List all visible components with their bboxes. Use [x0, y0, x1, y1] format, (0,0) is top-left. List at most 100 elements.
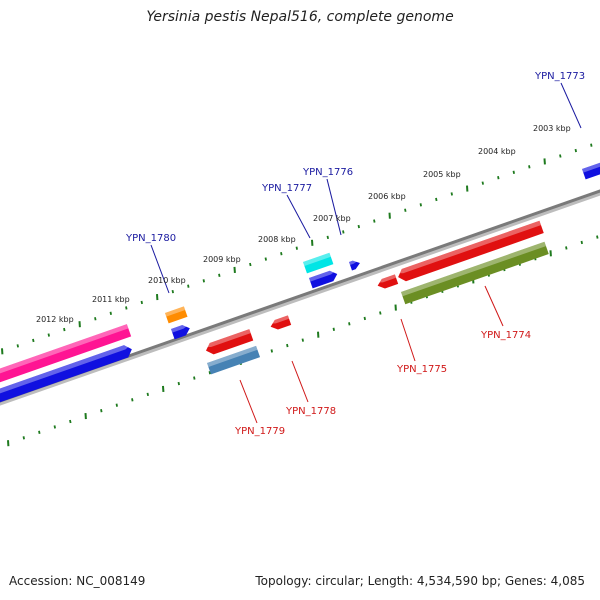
- leader-ypn-1773: [560, 82, 582, 129]
- backbone-shadow: [0, 190, 600, 406]
- leader-ypn-1777: [286, 194, 311, 239]
- minor-tick: [140, 300, 143, 305]
- minor-tick: [69, 419, 72, 424]
- label-ypn-1780: YPN_1780: [125, 233, 176, 244]
- minor-tick: [16, 344, 19, 348]
- minor-tick: [193, 376, 196, 380]
- gene-ypn-1777-body: [303, 252, 334, 274]
- feature-track: [0, 160, 600, 405]
- minor-tick: [115, 403, 118, 407]
- minor-tick: [565, 246, 568, 250]
- gene-ypn-1779-body: [207, 345, 261, 375]
- scale-label: 2012 kbp: [36, 315, 74, 324]
- minor-tick: [332, 327, 335, 331]
- leader-ypn-1774: [484, 285, 504, 327]
- feature-blue-long: [0, 345, 132, 405]
- scale-label: 2006 kbp: [368, 192, 406, 201]
- minor-tick: [270, 349, 273, 353]
- minor-tick: [32, 338, 35, 343]
- minor-tick: [590, 143, 593, 147]
- minor-tick: [187, 284, 190, 288]
- minor-tick: [94, 317, 97, 321]
- minor-tick: [419, 203, 422, 207]
- scale-label: 2009 kbp: [203, 255, 241, 264]
- gene-labels: YPN_1773 YPN_1774 YPN_1775 YPN_1776 YPN_1777…: [125, 71, 585, 437]
- gene-ypn-1775-highlight: [376, 274, 397, 283]
- minor-tick: [363, 316, 366, 321]
- gene-ypn-1774-highlight: [401, 241, 546, 297]
- gene-ypn-1780-body: [165, 306, 188, 324]
- scale-label: 2008 kbp: [258, 235, 296, 244]
- minor-tick: [301, 338, 304, 342]
- minor-tick: [559, 154, 562, 158]
- scale-label: 2004 kbp: [478, 147, 516, 156]
- gene-ypn-1778: [269, 315, 292, 330]
- minor-tick: [450, 192, 453, 196]
- minor-tick: [342, 230, 345, 234]
- gene-ypn-1773-highlight: [582, 160, 600, 173]
- feature-red-mid-body: [205, 329, 254, 355]
- feature-red-mid: [204, 329, 254, 355]
- scale-label: 2003 kbp: [533, 124, 571, 133]
- minor-tick: [357, 224, 360, 229]
- gene-ypn-1775: [376, 274, 399, 289]
- leader-ypn-1775: [400, 318, 416, 362]
- feature-blue-mid: [171, 324, 190, 340]
- gene-ypn-1779: [207, 345, 261, 375]
- minor-tick: [202, 279, 205, 283]
- scale-label: 2010 kbp: [148, 276, 186, 285]
- minor-tick: [295, 246, 298, 250]
- feature-blue-small-highlight: [349, 260, 359, 265]
- feature-blue-small-body: [349, 260, 360, 271]
- leader-ypn-1776: [326, 178, 342, 236]
- gene-ypn-1777-highlight: [303, 252, 331, 266]
- feature-blue-long-highlight: [0, 345, 131, 397]
- gene-ypn-1778-body: [270, 315, 292, 330]
- feature-blue-mid-highlight: [171, 324, 189, 333]
- minor-tick: [177, 381, 180, 386]
- gene-ypn-1777: [303, 252, 334, 274]
- minor-tick: [512, 170, 515, 174]
- minor-tick: [125, 306, 128, 310]
- minor-tick: [404, 208, 407, 212]
- gene-ypn-1774-body: [401, 241, 549, 305]
- minor-tick: [264, 257, 267, 261]
- minor-tick: [249, 262, 252, 267]
- label-ypn-1778: YPN_1778: [285, 406, 336, 417]
- scale-labels: 2003 kbp 2004 kbp 2005 kbp 2006 kbp 2007 kbp…: [36, 124, 571, 324]
- leader-ypn-1779: [239, 379, 258, 424]
- minor-tick: [596, 235, 599, 239]
- feature-blue-mid-body: [171, 325, 190, 340]
- label-ypn-1779: YPN_1779: [234, 426, 285, 437]
- feature-red-long-body: [398, 220, 544, 282]
- minor-tick: [100, 408, 103, 413]
- minor-tick: [146, 392, 149, 397]
- topology-text: Topology: circular; Length: 4,534,590 bp…: [255, 574, 585, 588]
- minor-tick: [109, 311, 112, 316]
- gene-ypn-1773-body: [582, 161, 600, 180]
- minor-tick: [528, 165, 531, 169]
- label-ypn-1773: YPN_1773: [534, 71, 585, 82]
- minor-tick: [218, 273, 221, 278]
- gene-ypn-1776: [309, 270, 338, 289]
- minor-tick: [38, 430, 41, 435]
- scale-label: 2005 kbp: [423, 170, 461, 179]
- label-ypn-1777: YPN_1777: [261, 183, 312, 194]
- leader-ypn-1778: [291, 360, 309, 403]
- leader-ypn-1780: [150, 244, 170, 294]
- minor-tick: [53, 425, 56, 429]
- minor-tick: [171, 289, 174, 294]
- label-ypn-1776: YPN_1776: [302, 167, 353, 178]
- minor-tick: [373, 219, 376, 223]
- gene-ypn-1779-highlight: [207, 345, 258, 367]
- scale-label: 2007 kbp: [313, 214, 351, 223]
- minor-tick: [580, 240, 583, 245]
- feature-blue-small: [349, 260, 360, 271]
- minor-tick: [131, 398, 134, 402]
- gene-ypn-1778-highlight: [269, 315, 290, 324]
- minor-tick: [497, 176, 500, 180]
- label-leader-lines: [150, 82, 582, 424]
- minor-tick: [574, 148, 577, 153]
